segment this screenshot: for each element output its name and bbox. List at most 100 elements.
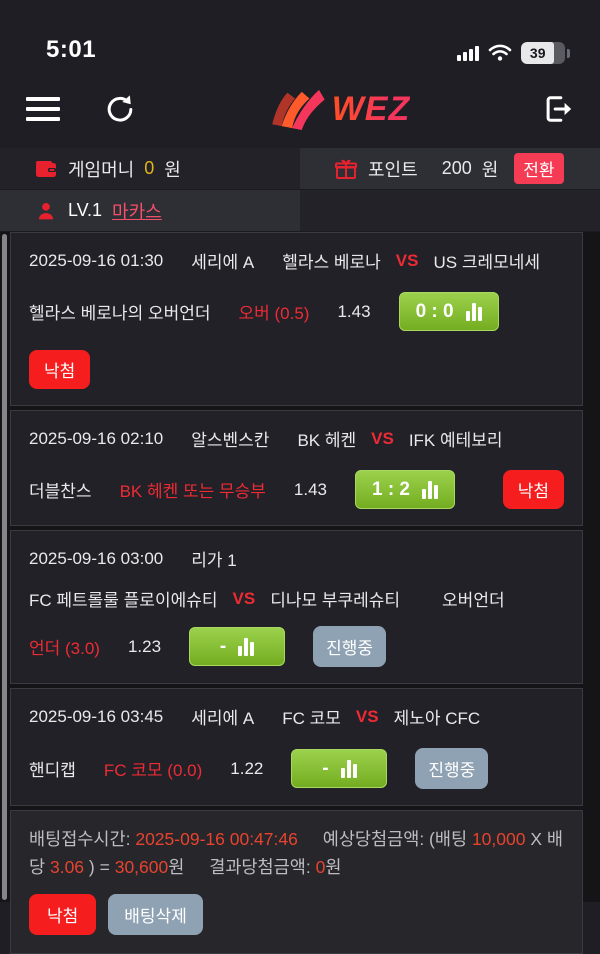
pick-name: 오버 (0.5) [238,304,310,323]
status-bar: 5:01 39 [0,0,600,70]
chart-bars-icon [422,480,439,499]
market-name: 더블찬스 [29,482,92,501]
bet-card-1: 2025-09-16 01:30 세리에 A 헬라스 베로나 VS US 크레모… [10,232,583,406]
times-label: X 배당 [29,829,563,878]
result-currency: 원 [325,857,342,878]
league-name: 알스벤스칸 [191,431,270,450]
odds-value: 1.43 [293,479,327,499]
game-money-label: 게임머니 [68,159,135,180]
refresh-icon[interactable] [104,93,136,125]
score-badge[interactable]: 0 : 0 [398,292,499,331]
vs-label: VS [232,588,256,608]
clock: 5:01 [46,36,97,63]
user-icon [34,201,58,221]
empty-cell [300,190,600,232]
vs-label: VS [371,428,394,448]
odds-value: 1.23 [127,636,162,656]
equals-label: ) = [88,857,110,878]
bet-card-4: 2025-09-16 03:45 세리에 A FC 코모 VS 제노아 CFC … [10,688,583,806]
points-unit: 원 [481,159,499,180]
points-cell: 포인트 200 원 전환 [300,148,600,190]
home-team: 헬라스 베로나 [282,253,381,272]
user-level: LV.1 [68,200,103,220]
wez-logo: WEZ [136,88,542,130]
wez-logo-text: WEZ [331,89,411,128]
delete-bet-button[interactable]: 배팅삭제 [108,893,203,935]
summary-text: 배팅접수시간: 2025-09-16 00:47:46 예상당첨금액: (배팅 … [29,825,564,882]
convert-button[interactable]: 전환 [514,153,564,184]
app-header: WEZ [0,70,600,148]
league-name: 세리에 A [191,253,255,272]
result-label: 결과당첨금액: [209,857,311,878]
scrollbar[interactable] [2,234,7,900]
game-money-unit: 원 [164,159,181,180]
pick-name: 언더 (3.0) [29,639,100,658]
signal-icon [457,45,479,61]
total-odds-value: 3.06 [49,857,85,878]
game-money-value: 0 [144,158,155,178]
league-name: 리가 1 [191,551,237,570]
currency-unit: 원 [168,857,185,878]
score-value: 0 : 0 [415,300,454,322]
home-team: FC 코모 [282,709,341,728]
pick-name: FC 코모 (0.0) [103,761,203,780]
logout-icon[interactable] [542,93,574,125]
chart-bars-icon [465,302,482,321]
wez-logo-mark [271,89,325,130]
odds-value: 1.43 [337,301,371,321]
home-team: FC 페트롤룰 플로이에슈티 [29,591,218,610]
battery-nub [567,48,570,58]
points-label: 포인트 [368,159,418,180]
expected-label: 예상당첨금액: (배팅 [322,829,468,849]
username-link[interactable]: 마카스 [112,201,162,222]
points-value: 200 [441,158,472,178]
match-datetime: 2025-09-16 01:30 [29,250,164,270]
away-team: 디나모 부쿠레슈티 [270,591,401,610]
score-value: - [322,757,329,779]
menu-icon[interactable] [26,91,60,127]
pick-name: BK 헤켄 또는 무승부 [119,482,266,501]
away-team: US 크레모네세 [433,253,541,272]
market-name: 핸디캡 [29,761,76,780]
bet-status-badge: 진행중 [313,626,386,667]
expected-amount: 30,600 [114,857,169,878]
game-money-cell: 게임머니 0 원 [0,148,300,190]
score-badge[interactable]: - [189,627,286,666]
wallet-icon [34,160,58,178]
home-team: BK 헤켄 [297,431,357,450]
bet-status-badge: 진행중 [415,748,489,789]
score-badge[interactable]: - [291,749,388,788]
score-badge[interactable]: 1 : 2 [354,470,456,509]
user-level-cell: LV.1 마카스 [0,190,300,232]
gift-icon [334,159,358,179]
bet-card-2: 2025-09-16 02:10 알스벤스칸 BK 헤켄 VS IFK 예테보리… [10,410,583,526]
bet-time-label: 배팅접수시간: [29,829,131,849]
league-name: 세리에 A [191,709,255,728]
odds-value: 1.22 [230,758,264,778]
match-datetime: 2025-09-16 03:00 [29,548,164,568]
market-name: 헬라스 베로나의 오버언더 [29,304,211,323]
battery-icon: 39 [521,42,565,64]
vs-label: VS [395,250,419,270]
vs-label: VS [355,706,379,726]
result-amount: 0 [315,857,326,878]
bet-status-badge: 낙첨 [29,350,91,389]
account-panel: 게임머니 0 원 포인트 200 원 전환 LV.1 마카스 [0,148,600,232]
bet-list: 2025-09-16 01:30 세리에 A 헬라스 베로나 VS US 크레모… [0,232,600,954]
away-team: IFK 예테보리 [408,431,503,450]
score-value: - [219,635,227,657]
chart-bars-icon [238,637,255,656]
match-datetime: 2025-09-16 03:45 [29,706,164,726]
bet-status-badge: 낙첨 [502,470,564,509]
score-value: 1 : 2 [371,478,411,500]
wifi-icon [488,44,512,61]
stake-value: 10,000 [471,829,526,849]
market-name: 오버언더 [442,591,505,610]
chart-bars-icon [340,759,357,778]
match-datetime: 2025-09-16 02:10 [29,428,164,448]
bet-card-3: 2025-09-16 03:00 리가 1 FC 페트롤룰 플로이에슈티 VS … [10,530,583,684]
battery-percent: 39 [529,45,546,61]
bet-time-value: 2025-09-16 00:47:46 [135,829,298,849]
bet-summary: 배팅접수시간: 2025-09-16 00:47:46 예상당첨금액: (배팅 … [10,810,583,954]
away-team: 제노아 CFC [393,709,481,728]
